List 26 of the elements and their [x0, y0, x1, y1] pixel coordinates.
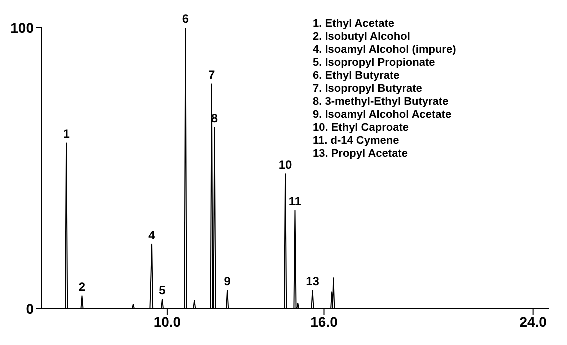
annotation: 5	[159, 284, 166, 298]
y-tick-label: 0	[26, 300, 34, 317]
annotation: 9. Isoamyl Alcohol Acetate	[313, 109, 453, 122]
y-tick-label: 100	[10, 20, 34, 36]
annotation: 13. Propyl Acetate	[313, 148, 409, 161]
annotation: 9	[224, 274, 232, 288]
x-tick-label: 10.0	[154, 314, 182, 330]
annotation: 7. Isopropyl Butyrate	[313, 83, 424, 96]
annotation: 2	[78, 280, 86, 294]
annotation: 1. Ethyl Acetate	[313, 18, 396, 31]
annotation: 6. Ethyl Butyrate	[313, 70, 401, 83]
annotation: 2. Isobutyl Alcohol	[313, 31, 412, 44]
annotation: 11	[288, 194, 302, 209]
annotation: 13	[306, 274, 320, 289]
annotation: 4	[148, 228, 156, 242]
annotation: 1	[63, 127, 70, 142]
annotation: 10. Ethyl Caproate	[313, 122, 410, 135]
annotation: 4. Isoamyl Alcohol (impure)	[313, 44, 456, 57]
annotation: 11. d-14 Cymene	[313, 135, 400, 148]
x-tick-label: 24.0	[520, 314, 548, 330]
annotation: 5. Isopropyl Propionate	[313, 57, 436, 70]
annotation: 10	[278, 158, 293, 172]
x-tick-label: 16.0	[310, 314, 338, 330]
annotation: 8. 3-methyl-Ethyl Butyrate	[313, 96, 450, 109]
annotation: 6	[182, 12, 190, 26]
annotation: 7	[208, 68, 216, 82]
